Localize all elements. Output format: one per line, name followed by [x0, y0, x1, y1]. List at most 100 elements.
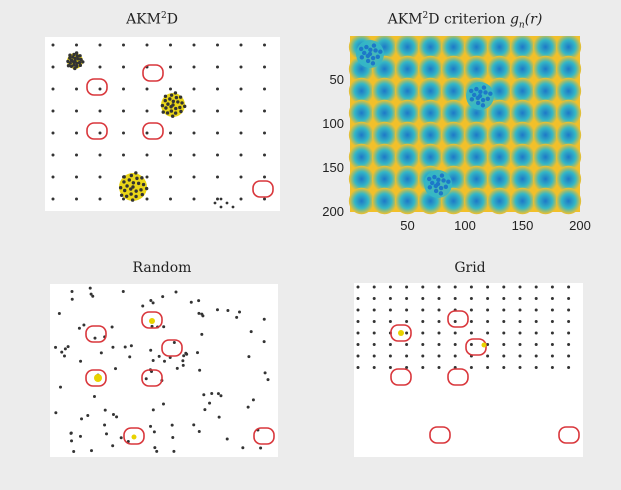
sensor-dot: [141, 182, 146, 187]
sensor-dot: [51, 65, 55, 69]
sensor-dot: [122, 180, 126, 184]
sensor-dot: [518, 343, 522, 346]
sensor-dot: [172, 449, 176, 453]
sensor-dot: [192, 175, 196, 179]
sensor-dot: [173, 111, 178, 115]
sensor-dot: [550, 366, 554, 369]
heatmap-cell: [509, 77, 536, 105]
sensor-dot: [469, 343, 473, 346]
target-ring: [85, 369, 107, 387]
sensor-dot: [169, 93, 174, 97]
heatmap-cell: [394, 187, 421, 215]
sensor-dot: [169, 87, 172, 91]
sensor-dot: [110, 325, 114, 329]
heatmap-cell: [417, 55, 444, 83]
sensor-dot: [453, 320, 457, 323]
sensor-dot: [51, 175, 55, 179]
sensor-dot: [51, 109, 55, 113]
sensor-dot: [129, 344, 133, 348]
sensor-dot: [453, 331, 457, 335]
sensor-dot: [388, 285, 392, 289]
sensor-dot: [118, 186, 123, 190]
sensor-dot: [51, 43, 55, 47]
heatmap-cell: [394, 165, 421, 193]
heatmap-cell: [417, 99, 444, 127]
sensor-dot: [263, 175, 266, 179]
target-ring: [429, 426, 451, 444]
heatmap-cluster-dot: [371, 43, 377, 48]
sensor-dot: [405, 308, 409, 312]
sensor-dot: [219, 394, 223, 398]
sensor-dot: [356, 366, 360, 369]
heatmap-cluster-dot: [469, 97, 475, 102]
heatmap-cell: [417, 121, 444, 149]
heatmap-cluster-dot: [468, 88, 474, 94]
heatmap-cell: [371, 121, 398, 149]
sensor-dot: [356, 320, 360, 323]
heatmap-cell: [486, 36, 513, 61]
sensor-dot: [192, 109, 196, 113]
sensor-dot: [550, 354, 554, 358]
y-tick-label: 50: [330, 72, 344, 87]
sensor-dot: [122, 153, 125, 157]
sensor-dot: [372, 366, 376, 369]
sensor-dot: [134, 171, 138, 175]
sensor-dot: [469, 331, 473, 335]
sensor-dot: [103, 408, 107, 412]
heatmap-cell: [417, 143, 444, 171]
sensor-dot: [213, 201, 217, 205]
sensor-dot: [486, 366, 490, 369]
target-ring: [141, 369, 163, 387]
heatmap-cell: [394, 99, 421, 127]
sensor-dot: [99, 351, 103, 355]
sensor-dot: [178, 105, 182, 110]
sensor-dot: [82, 323, 86, 327]
sensor-dot: [63, 347, 67, 351]
heatmap-cluster-dot: [430, 180, 435, 186]
sensor-dot: [263, 109, 266, 113]
sensor-dot: [192, 43, 196, 47]
sensor-dot: [239, 43, 243, 47]
heatmap-cell: [532, 36, 559, 61]
sensor-dot: [75, 131, 78, 135]
sensor-dot: [405, 285, 409, 289]
sensor-dot: [51, 87, 55, 91]
sensor-dot: [124, 194, 129, 198]
heatmap-cell: [440, 143, 467, 171]
sensor-dot: [77, 60, 82, 65]
sensor-dot: [486, 297, 490, 300]
sensor-dot: [502, 343, 506, 346]
sensor-dot: [81, 60, 85, 64]
heatmap-cell: [463, 143, 490, 171]
heatmap-cluster-dot: [475, 95, 481, 101]
sensor-dot: [130, 198, 135, 202]
x-tick-label: 150: [512, 218, 534, 233]
sensor-dot: [246, 405, 250, 409]
sensor-dot: [122, 109, 125, 113]
sensor-dot: [239, 131, 243, 135]
sensor-dot: [372, 297, 376, 300]
heatmap-cell: [394, 77, 421, 105]
sensor-dot: [235, 315, 239, 319]
sensor-dot: [356, 308, 360, 312]
sensor-dot: [534, 308, 538, 312]
sensor-dot: [263, 371, 267, 375]
heatmap-cell: [486, 187, 513, 215]
sensor-dot: [127, 178, 131, 182]
grid-plot: [354, 283, 583, 457]
sensor-dot: [388, 354, 392, 358]
sensor-dot: [518, 320, 522, 323]
sensor-dot: [356, 297, 360, 300]
heatmap-cluster-dot: [370, 55, 376, 61]
sensor-dot: [263, 65, 266, 69]
sensor-dot: [70, 297, 74, 301]
sensor-dot: [75, 197, 78, 201]
sensor-dot: [175, 366, 179, 370]
sensor-dot: [88, 286, 92, 290]
sensor-dot: [161, 295, 165, 299]
sensor-dot: [162, 359, 166, 363]
sensor-dot: [200, 332, 204, 336]
sensor-dot: [163, 98, 167, 103]
sensor-dot: [98, 65, 102, 69]
sensor-dot: [486, 331, 490, 335]
